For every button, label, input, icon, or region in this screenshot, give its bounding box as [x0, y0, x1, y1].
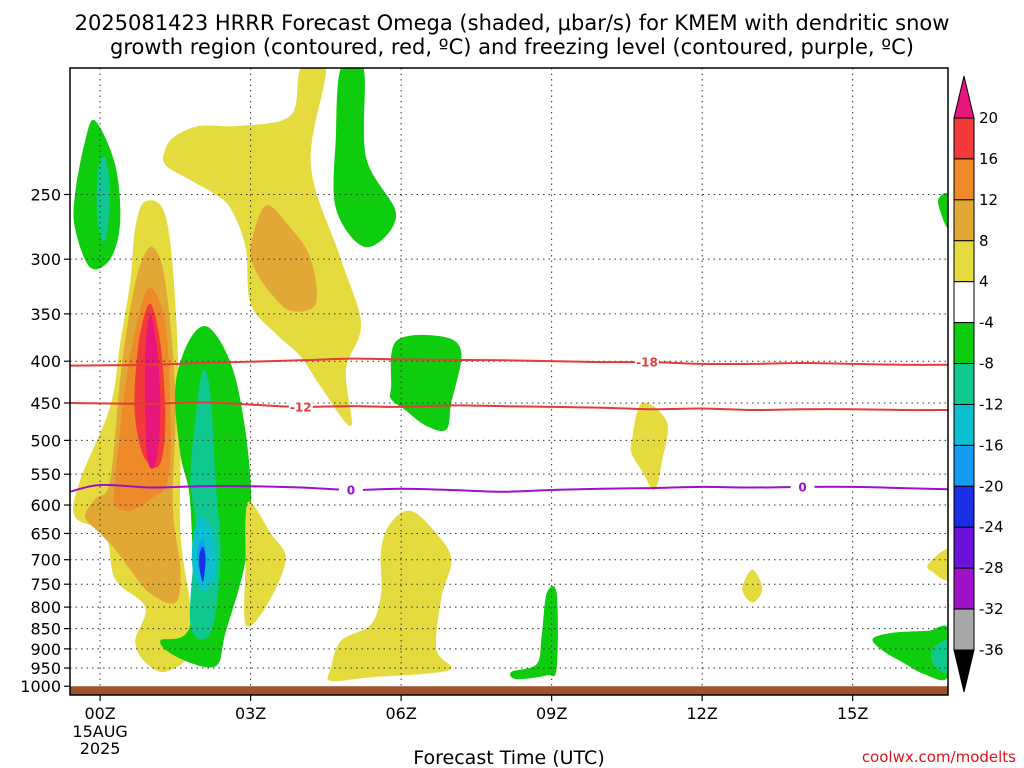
- omega-region-18: [630, 402, 668, 491]
- colorbar-band-3: [953, 240, 975, 283]
- colorbar-band-4: [953, 281, 975, 324]
- x-tick-label-0: 00Z: [84, 704, 115, 723]
- y-tick-label-400: 400: [30, 352, 61, 371]
- colorbar-label-1: 16: [979, 150, 998, 168]
- colorbar-label-11: -28: [979, 559, 1004, 577]
- ground-bar: [70, 686, 948, 695]
- x-tick-label-3: 03Z: [235, 704, 266, 723]
- y-tick-label-850: 850: [30, 620, 61, 639]
- y-tick-label-450: 450: [30, 394, 61, 413]
- colorbar-label-5: -4: [979, 314, 994, 332]
- colorbar: 20 16 12 8 4 -4 -8 -12 -16 -20 -24 -28 -32 -36: [953, 75, 1004, 693]
- x-tick-sublabel-0: 15AUG: [72, 722, 127, 741]
- credit-text: coolwx.com/modelts: [862, 748, 1016, 766]
- colorbar-over-arrow: [953, 75, 975, 119]
- omega-region-13: [250, 205, 318, 312]
- contour-label-0: -18: [636, 356, 658, 370]
- omega-region-24: [931, 639, 948, 673]
- x-tick-label-12: 12Z: [686, 704, 717, 723]
- y-tick-label-650: 650: [30, 524, 61, 543]
- omega-region-15: [244, 501, 286, 627]
- y-tick-label-800: 800: [30, 598, 61, 617]
- plot-frame: [69, 67, 949, 696]
- contour-label-bg-2: [338, 481, 363, 497]
- y-tick-label-500: 500: [30, 431, 61, 450]
- omega-shading: [73, 68, 948, 682]
- x-tick-label-6: 06Z: [385, 704, 416, 723]
- grid-layer: [70, 68, 948, 687]
- colorbar-band-6: [953, 363, 975, 405]
- contour-label-bg-1: [288, 398, 313, 414]
- contour-label-2: 0: [347, 483, 355, 497]
- colorbar-under-arrow: [953, 649, 975, 693]
- x-tick-label-15: 15Z: [837, 704, 868, 723]
- colorbar-label-0: 20: [979, 109, 998, 127]
- x-tick-sublabel-1: 2025: [80, 739, 121, 758]
- colorbar-label-4: 4: [979, 273, 989, 291]
- y-tick-label-750: 750: [30, 575, 61, 594]
- y-tick-label-550: 550: [30, 465, 61, 484]
- colorbar-label-6: -8: [979, 355, 994, 373]
- colorbar-label-3: 8: [979, 232, 989, 250]
- colorbar-label-9: -20: [979, 477, 1004, 495]
- contour-label-bg-0: [634, 354, 659, 370]
- y-tick-label-1000: 1000: [20, 677, 61, 696]
- omega-region-16: [327, 510, 452, 682]
- colorbar-label-12: -32: [979, 600, 1004, 618]
- x-tick-label-9: 09Z: [536, 704, 567, 723]
- ground-layer: [70, 686, 948, 695]
- chart-title-line-1: 2025081423 HRRR Forecast Omega (shaded, …: [75, 11, 950, 35]
- colorbar-band-2: [953, 199, 975, 242]
- y-tick-label-600: 600: [30, 496, 61, 515]
- contour-layer: -18 -12 0 0: [70, 354, 948, 497]
- colorbar-label-10: -24: [979, 518, 1004, 536]
- y-tick-label-250: 250: [30, 186, 61, 205]
- colorbar-band-9: [953, 485, 975, 528]
- y-axis: 2503003504004505005506006507007508008509…: [20, 186, 70, 696]
- contour-line-1: [70, 401, 948, 412]
- y-tick-label-950: 950: [30, 659, 61, 678]
- omega-region-19: [742, 569, 763, 603]
- omega-region-11: [199, 546, 206, 582]
- contour-label-1: -12: [290, 400, 312, 414]
- omega-region-4: [144, 313, 161, 469]
- omega-region-6: [96, 156, 111, 242]
- y-tick-label-350: 350: [30, 305, 61, 324]
- x-axis-label: Forecast Time (UTC): [413, 747, 604, 768]
- contour-line-0: [70, 357, 948, 367]
- colorbar-band-1: [953, 158, 975, 201]
- omega-region-20: [510, 586, 558, 680]
- plot-area: -18 -12 0 0: [69, 67, 949, 696]
- omega-region-22: [938, 192, 948, 229]
- y-tick-label-300: 300: [30, 250, 61, 269]
- omega-region-23: [872, 625, 948, 681]
- colorbar-label-13: -36: [979, 641, 1004, 659]
- y-tick-label-700: 700: [30, 551, 61, 570]
- colorbar-band-0: [953, 117, 975, 160]
- colorbar-band-12: [953, 608, 975, 651]
- omega-region-14: [333, 68, 397, 248]
- colorbar-label-8: -16: [979, 436, 1004, 454]
- colorbar-band-7: [953, 403, 975, 446]
- colorbar-label-7: -12: [979, 395, 1004, 413]
- contour-label-bg-3: [790, 478, 815, 494]
- colorbar-band-10: [953, 526, 975, 569]
- colorbar-label-2: 12: [979, 191, 998, 209]
- colorbar-band-8: [953, 444, 975, 487]
- colorbar-band-5: [953, 322, 975, 365]
- colorbar-band-11: [953, 567, 975, 610]
- y-tick-label-900: 900: [30, 640, 61, 659]
- contour-label-3: 0: [798, 480, 806, 494]
- omega-region-21: [927, 549, 948, 581]
- chart-title-line-2: growth region (contoured, red, ºC) and f…: [110, 35, 914, 59]
